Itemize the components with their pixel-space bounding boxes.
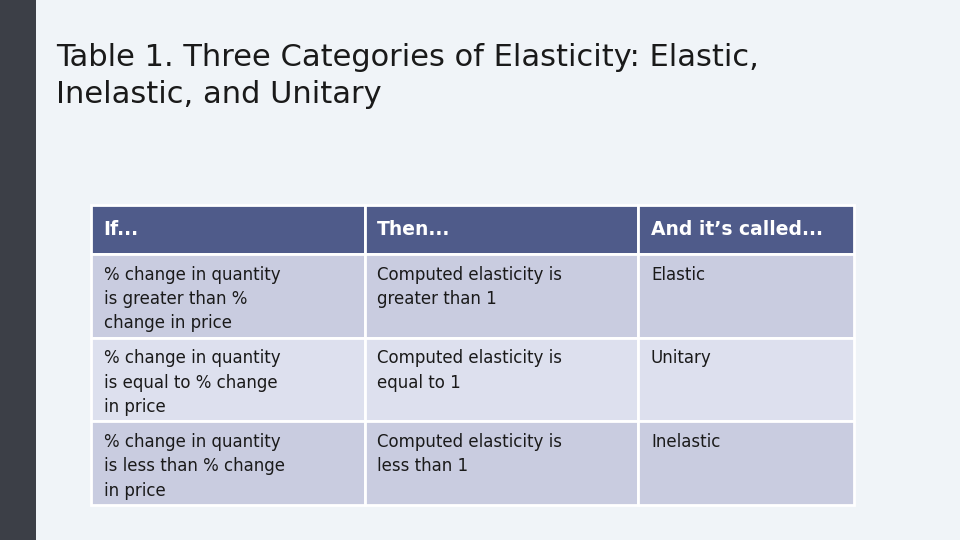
Text: % change in quantity
is greater than %
change in price: % change in quantity is greater than % c… — [104, 266, 280, 332]
Text: Computed elasticity is
greater than 1: Computed elasticity is greater than 1 — [377, 266, 563, 308]
Text: Computed elasticity is
equal to 1: Computed elasticity is equal to 1 — [377, 349, 563, 392]
Text: Table 1. Three Categories of Elasticity: Elastic,
Inelastic, and Unitary: Table 1. Three Categories of Elasticity:… — [56, 43, 758, 109]
Text: % change in quantity
is equal to % change
in price: % change in quantity is equal to % chang… — [104, 349, 280, 416]
Text: Inelastic: Inelastic — [651, 433, 720, 451]
Text: Then...: Then... — [377, 220, 450, 239]
Text: Unitary: Unitary — [651, 349, 711, 367]
Text: Elastic: Elastic — [651, 266, 705, 284]
Text: % change in quantity
is less than % change
in price: % change in quantity is less than % chan… — [104, 433, 285, 500]
Text: If...: If... — [104, 220, 139, 239]
Text: Computed elasticity is
less than 1: Computed elasticity is less than 1 — [377, 433, 563, 475]
Text: And it’s called...: And it’s called... — [651, 220, 823, 239]
